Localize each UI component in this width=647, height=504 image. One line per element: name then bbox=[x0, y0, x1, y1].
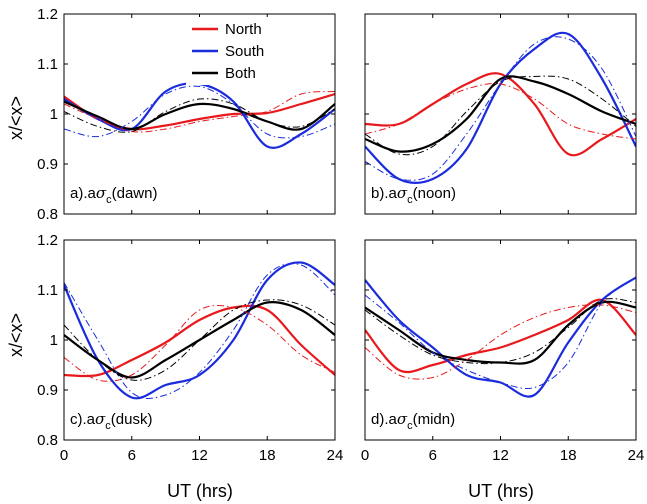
panel-c-y-tick-label-4: 1.2 bbox=[37, 232, 58, 249]
panel-d-label: d).aσc(midn) bbox=[371, 410, 455, 432]
panel-c-label-prefix: c).a bbox=[70, 411, 96, 428]
panel-c-y-tick-label-1: 0.9 bbox=[37, 382, 58, 399]
panel-d-series-line-3 bbox=[365, 304, 636, 380]
legend-label-south: South bbox=[225, 43, 264, 60]
panel-a-y-tick-label-1: 0.9 bbox=[37, 156, 58, 173]
panel-c-series-line-3 bbox=[64, 304, 335, 382]
panel-b-series bbox=[365, 31, 636, 185]
panel-a-series bbox=[64, 82, 335, 149]
panel-d-series-line-0 bbox=[365, 298, 636, 374]
legend-label-both: Both bbox=[225, 65, 256, 82]
panel-b-label-symbol: σ bbox=[397, 184, 408, 202]
panel-a-series-line-3 bbox=[64, 91, 335, 133]
panel-d-label-suffix: (midn) bbox=[413, 411, 456, 428]
panel-b-series-line-4 bbox=[365, 36, 636, 181]
panel-a-y-tick-label-2: 1 bbox=[50, 106, 58, 123]
panel-a-label-prefix: a).a bbox=[70, 185, 97, 202]
panel-a-series-line-5 bbox=[64, 98, 335, 133]
panel-a-series-line-2 bbox=[64, 100, 335, 131]
panel-b-series-line-0 bbox=[365, 72, 636, 157]
legend-label-north: North bbox=[225, 21, 262, 38]
panel-c-label: c).aσc(dusk) bbox=[70, 410, 152, 432]
y-axis-title-bottom: x/<x> bbox=[6, 313, 26, 357]
panel-a-label-suffix: (dawn) bbox=[112, 185, 158, 202]
panel-c-x-tick-label-2: 12 bbox=[191, 447, 208, 464]
panel-c-label-suffix: (dusk) bbox=[111, 411, 153, 428]
panel-c-y-tick-label-3: 1.1 bbox=[37, 282, 58, 299]
panel-a-series-line-4 bbox=[64, 85, 335, 139]
panel-b-label: b).aσc(noon) bbox=[371, 184, 456, 206]
panel-c-series-line-5 bbox=[64, 299, 335, 381]
panel-c-x-tick-label-4: 24 bbox=[327, 447, 344, 464]
panel-a-y-tick-label-0: 0.8 bbox=[37, 206, 58, 223]
x-axis-title-right: UT (hrs) bbox=[468, 481, 534, 501]
panel-c-x-tick-label-1: 6 bbox=[128, 447, 136, 464]
panel-b-series-line-5 bbox=[365, 75, 636, 156]
panel-a-label-symbol: σ bbox=[96, 184, 107, 202]
panel-c-label-sub: c bbox=[105, 420, 111, 432]
panel-a-y-tick-label-4: 1.2 bbox=[37, 6, 58, 23]
panel-a-label-sub: c bbox=[106, 194, 112, 206]
panel-d-label-symbol: σ bbox=[397, 410, 408, 428]
panel-d-series bbox=[365, 276, 636, 398]
panel-d-label-sub: c bbox=[407, 420, 413, 432]
panel-d: 0 6 12 18 24 d).aσc(midn) bbox=[361, 239, 645, 464]
panel-a-series-line-1 bbox=[64, 82, 335, 149]
panel-d-series-line-4 bbox=[365, 277, 636, 390]
panel-c-series bbox=[64, 261, 335, 400]
panel-c-x-tick-label-3: 18 bbox=[259, 447, 276, 464]
panel-c-label-symbol: σ bbox=[95, 410, 106, 428]
panel-c-x-tick-label-0: 0 bbox=[60, 447, 68, 464]
panel-b-label-suffix: (noon) bbox=[413, 185, 456, 202]
panel-c-y-tick-label-0: 0.8 bbox=[37, 432, 58, 449]
panel-d-label-prefix: d).a bbox=[371, 411, 398, 428]
panel-d-x-tick-label-1: 6 bbox=[429, 447, 437, 464]
panel-c-y-tick-label-2: 1 bbox=[50, 332, 58, 349]
panel-d-x-tick-label-2: 12 bbox=[492, 447, 509, 464]
panel-b-label-sub: c bbox=[407, 194, 413, 206]
panel-b: b).aσc(noon) bbox=[364, 13, 637, 215]
panel-c-series-line-4 bbox=[64, 263, 335, 399]
panel-d-series-line-1 bbox=[365, 276, 636, 398]
panel-c-series-line-1 bbox=[64, 261, 335, 400]
panel-d-x-tick-label-4: 24 bbox=[628, 447, 645, 464]
y-axis-title-top: x/<x> bbox=[6, 96, 26, 140]
panel-a: 0.8 0.9 1 1.1 1.2 a).aσc(dawn) bbox=[37, 6, 336, 223]
panel-c: 0 6 12 18 24 0.8 0.9 1 1.1 1.2 c).aσc(dusk) bbox=[37, 232, 343, 464]
panel-d-series-line-5 bbox=[365, 298, 636, 365]
panel-a-label: a).aσc(dawn) bbox=[70, 184, 157, 206]
panel-d-series-line-2 bbox=[365, 300, 636, 365]
panel-d-x-tick-label-3: 18 bbox=[560, 447, 577, 464]
panel-b-label-prefix: b).a bbox=[371, 185, 398, 202]
x-axis-title-left: UT (hrs) bbox=[167, 481, 233, 501]
panel-d-x-tick-label-0: 0 bbox=[361, 447, 369, 464]
panel-b-series-line-2 bbox=[365, 75, 636, 153]
legend: North South Both bbox=[186, 17, 294, 85]
panel-c-series-line-0 bbox=[64, 304, 335, 378]
panel-a-y-tick-label-3: 1.1 bbox=[37, 56, 58, 73]
panel-b-series-line-3 bbox=[365, 83, 636, 140]
panels-layer: 0.80.911.11.2a).aσc(dawn) b).aσc(noon)0 6 1… bbox=[37, 6, 644, 464]
